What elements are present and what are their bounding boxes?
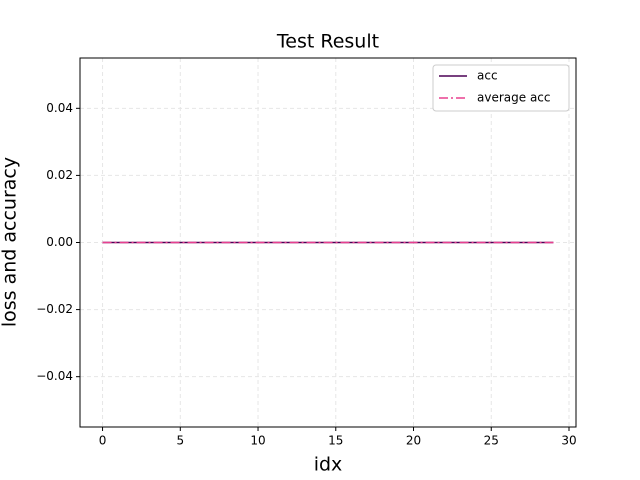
x-tick-label: 15 [328,434,343,448]
y-tick-label: −0.02 [36,302,73,316]
x-tick-label: 5 [176,434,184,448]
y-tick-label: 0.02 [46,168,73,182]
y-axis-label: loss and accuracy [0,157,21,327]
legend-label: acc [477,69,498,83]
legend-label: average acc [477,91,551,105]
x-tick-label: 20 [406,434,421,448]
y-tick-label: 0.00 [46,235,73,249]
plot-frame [79,57,577,428]
x-tick-label: 0 [99,434,107,448]
x-tick-label: 30 [561,434,576,448]
y-tick-label: 0.04 [46,101,73,115]
x-tick-label: 10 [250,434,265,448]
y-tick-label: −0.04 [36,369,73,383]
x-tick-label: 25 [484,434,499,448]
x-axis-label: idx [314,454,343,476]
chart-title: Test Result [276,31,379,53]
